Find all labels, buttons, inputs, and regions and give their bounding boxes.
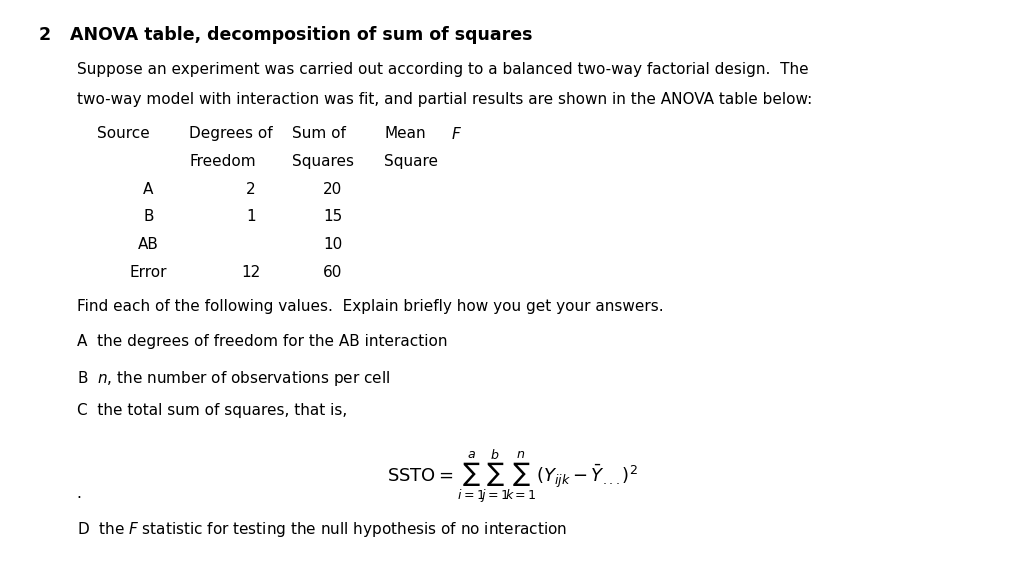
Text: B  $n$, the number of observations per cell: B $n$, the number of observations per ce… bbox=[77, 369, 390, 388]
Text: 2: 2 bbox=[39, 26, 51, 44]
Text: A: A bbox=[143, 182, 154, 197]
Text: 2: 2 bbox=[246, 182, 256, 197]
Text: Mean: Mean bbox=[384, 126, 426, 141]
Text: Source: Source bbox=[97, 126, 151, 141]
Text: Degrees of: Degrees of bbox=[189, 126, 273, 141]
Text: Error: Error bbox=[130, 265, 167, 280]
Text: 1: 1 bbox=[246, 209, 256, 224]
Text: ANOVA table, decomposition of sum of squares: ANOVA table, decomposition of sum of squ… bbox=[70, 26, 532, 44]
Text: 10: 10 bbox=[324, 237, 342, 252]
Text: 60: 60 bbox=[324, 265, 342, 280]
Text: Square: Square bbox=[384, 154, 438, 169]
Text: .: . bbox=[77, 486, 82, 501]
Text: Squares: Squares bbox=[292, 154, 354, 169]
Text: AB: AB bbox=[138, 237, 159, 252]
Text: C  the total sum of squares, that is,: C the total sum of squares, that is, bbox=[77, 403, 347, 418]
Text: $F$: $F$ bbox=[451, 126, 462, 143]
Text: Find each of the following values.  Explain briefly how you get your answers.: Find each of the following values. Expla… bbox=[77, 299, 664, 314]
Text: A  the degrees of freedom for the AB interaction: A the degrees of freedom for the AB inte… bbox=[77, 334, 447, 349]
Text: D  the $F$ statistic for testing the null hypothesis of no interaction: D the $F$ statistic for testing the null… bbox=[77, 520, 567, 539]
Text: $\mathrm{SSTO} = \sum_{i=1}^{a}\!\sum_{j=1}^{b}\!\sum_{k=1}^{n}(Y_{ijk} - \bar{Y: $\mathrm{SSTO} = \sum_{i=1}^{a}\!\sum_{j… bbox=[386, 447, 638, 504]
Text: Sum of: Sum of bbox=[292, 126, 346, 141]
Text: 20: 20 bbox=[324, 182, 342, 197]
Text: Freedom: Freedom bbox=[189, 154, 256, 169]
Text: Suppose an experiment was carried out according to a balanced two-way factorial : Suppose an experiment was carried out ac… bbox=[77, 62, 808, 77]
Text: B: B bbox=[143, 209, 154, 224]
Text: 15: 15 bbox=[324, 209, 342, 224]
Text: 12: 12 bbox=[242, 265, 260, 280]
Text: two-way model with interaction was fit, and partial results are shown in the ANO: two-way model with interaction was fit, … bbox=[77, 92, 812, 107]
